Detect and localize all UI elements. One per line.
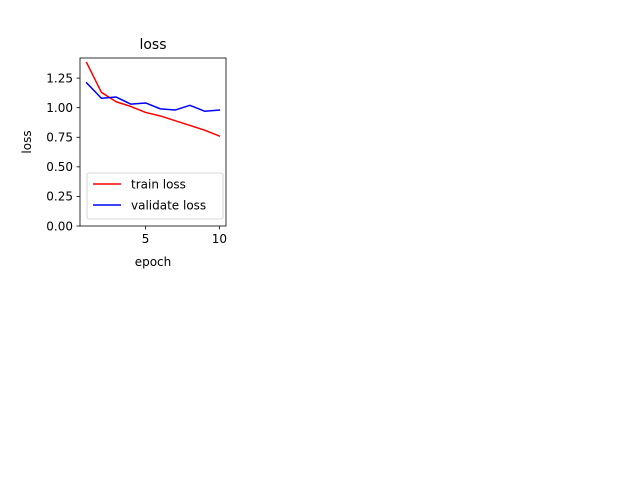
y-axis-label: loss bbox=[20, 130, 34, 153]
y-tick-label: 0.50 bbox=[46, 160, 73, 174]
legend-label-train-loss: train loss bbox=[131, 177, 186, 191]
y-tick-label: 0.00 bbox=[46, 219, 73, 233]
chart-title: loss bbox=[139, 37, 166, 53]
series-line-train-loss bbox=[85, 61, 221, 138]
x-tick-label: 5 bbox=[142, 232, 150, 246]
y-tick-label: 0.25 bbox=[46, 190, 73, 204]
y-tick-label: 0.75 bbox=[46, 131, 73, 145]
plot-frame bbox=[79, 57, 227, 227]
x-tick-label: 10 bbox=[212, 232, 227, 246]
y-tick-label: 1.25 bbox=[46, 71, 73, 85]
y-tick-label: 1.00 bbox=[46, 101, 73, 115]
series-line-validate-loss bbox=[85, 81, 221, 112]
x-axis-label: epoch bbox=[135, 255, 172, 269]
legend-label-validate-loss: validate loss bbox=[131, 198, 206, 212]
